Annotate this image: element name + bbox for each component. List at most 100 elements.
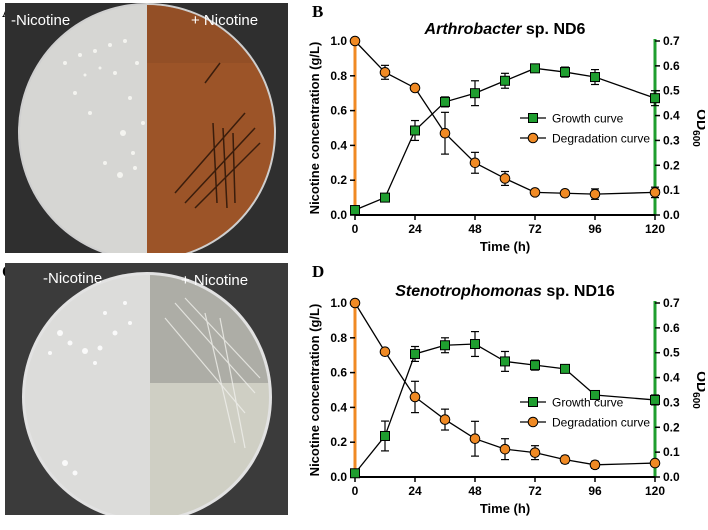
y-tick-label: 1.0 — [330, 34, 347, 48]
x-tick-label: 96 — [588, 484, 602, 498]
y2-tick-label: 0.3 — [663, 395, 680, 409]
colony-dots-minus — [48, 301, 132, 476]
growth-point — [590, 72, 600, 83]
y2-tick-label: 0.6 — [663, 59, 680, 73]
degradation-point — [649, 187, 661, 198]
y2-tick-label: 0.0 — [663, 470, 680, 484]
y-tick-label: 0.8 — [330, 69, 347, 83]
growth-point — [500, 75, 510, 86]
y2-axis-label: OD600 — [690, 109, 705, 147]
y2-tick-label: 0.3 — [663, 133, 680, 147]
degradation-point — [409, 391, 421, 403]
degradation-point — [379, 346, 391, 358]
x-tick-label: 24 — [408, 484, 422, 498]
legend-label-growth: Growth curve — [552, 112, 624, 126]
y-axis-label: Nicotine concentration (g/L) — [307, 42, 322, 215]
legend-label-degradation: Degradation curve — [552, 132, 650, 146]
degradation-point — [469, 433, 481, 445]
degradation-point — [559, 187, 571, 199]
x-tick-label: 120 — [645, 484, 665, 498]
panel-letter-d: D — [312, 262, 325, 281]
y2-axis-label-sub: 600 — [690, 392, 701, 409]
growth-point — [350, 468, 360, 479]
x-axis-label: Time (h) — [480, 501, 530, 516]
degradation-point — [469, 157, 481, 169]
x-tick-label: 96 — [588, 222, 602, 236]
y-tick-label: 0.4 — [330, 138, 347, 152]
streak-lines-plus — [174, 62, 261, 209]
petri-dish-photo-a: -Nicotine + Nicotine — [5, 3, 288, 253]
chart-title-rest: sp. ND16 — [542, 283, 615, 300]
degradation-point — [589, 188, 601, 200]
streak-lines-plus — [164, 297, 261, 449]
degradation-curve-line — [354, 302, 656, 466]
degradation-point — [499, 443, 511, 455]
y2-tick-label: 0.2 — [663, 420, 680, 434]
growth-point — [380, 192, 390, 203]
growth-point — [530, 360, 540, 371]
degradation-curve-line — [354, 40, 656, 195]
y2-tick-label: 0.5 — [663, 84, 680, 98]
growth-point — [470, 88, 480, 99]
y2-tick-label: 0.6 — [663, 321, 680, 335]
y2-axis-label: OD600 — [690, 371, 705, 409]
growth-point — [650, 93, 660, 104]
y-tick-label: 0.2 — [330, 173, 347, 187]
y2-tick-label: 0.5 — [663, 346, 680, 360]
photo-c-label-plus: + Nicotine — [181, 272, 248, 289]
x-tick-label: 48 — [468, 222, 482, 236]
chart-d: Stenotrophomonas sp. ND16 0.0 0.2 0.4 0.6 0.8… — [307, 283, 705, 516]
y2-axis-label-main: OD — [694, 371, 705, 392]
degradation-point — [349, 35, 361, 47]
x-tick-label: 0 — [352, 484, 359, 498]
y2-axis-label-main: OD — [694, 109, 705, 130]
growth-point — [380, 430, 390, 441]
y2-tick-label: 0.7 — [663, 34, 680, 48]
growth-point — [440, 340, 450, 351]
x-tick-label: 120 — [645, 222, 665, 236]
y-tick-label: 0.2 — [330, 435, 347, 449]
y-tick-label: 1.0 — [330, 296, 347, 310]
degradation-point — [559, 454, 571, 465]
chart-title-rest: sp. ND6 — [521, 21, 585, 38]
chart-title: Stenotrophomonas sp. ND16 — [395, 283, 615, 300]
y2-tick-label: 0.1 — [663, 445, 680, 459]
chart-b: Arthrobacter sp. ND6 0.0 0.2 0.4 0.6 0.8 1.0 0.… — [307, 21, 705, 254]
degradation-point — [439, 127, 451, 139]
degradation-point — [379, 67, 391, 78]
legend-marker-growth — [528, 397, 538, 407]
petri-dish-photo-c: -Nicotine + Nicotine — [5, 263, 288, 515]
panel-letter-b: B — [312, 2, 324, 21]
legend-label-growth: Growth curve — [552, 396, 624, 410]
degradation-point — [409, 82, 421, 94]
growth-point — [590, 389, 600, 400]
growth-point — [530, 63, 540, 74]
growth-curve-line — [354, 67, 656, 211]
y-axis-label: Nicotine concentration (g/L) — [307, 304, 322, 477]
y-tick-label: 0.6 — [330, 366, 347, 380]
chart-title-italic: Stenotrophomonas — [395, 283, 542, 300]
growth-point — [440, 96, 450, 107]
degradation-point — [499, 173, 511, 184]
y-tick-label: 0.6 — [330, 104, 347, 118]
growth-point — [470, 339, 480, 350]
y2-tick-label: 0.7 — [663, 296, 680, 310]
growth-point — [500, 356, 510, 367]
legend-marker-degradation — [527, 132, 539, 144]
degradation-point — [649, 457, 661, 469]
y-tick-label: 0.0 — [330, 470, 347, 484]
y2-tick-label: 0.4 — [663, 109, 680, 123]
degradation-point — [349, 297, 361, 309]
x-tick-label: 72 — [528, 222, 542, 236]
degradation-point — [439, 414, 451, 425]
growth-point — [350, 205, 360, 216]
y-tick-label: 0.4 — [330, 400, 347, 414]
photo-c-label-minus: -Nicotine — [43, 270, 102, 287]
growth-point — [560, 67, 570, 78]
growth-curve-line — [354, 343, 656, 474]
x-tick-label: 24 — [408, 222, 422, 236]
y2-tick-label: 0.4 — [663, 371, 680, 385]
growth-point — [650, 394, 660, 405]
x-tick-label: 0 — [352, 222, 359, 236]
degradation-point — [589, 459, 601, 471]
